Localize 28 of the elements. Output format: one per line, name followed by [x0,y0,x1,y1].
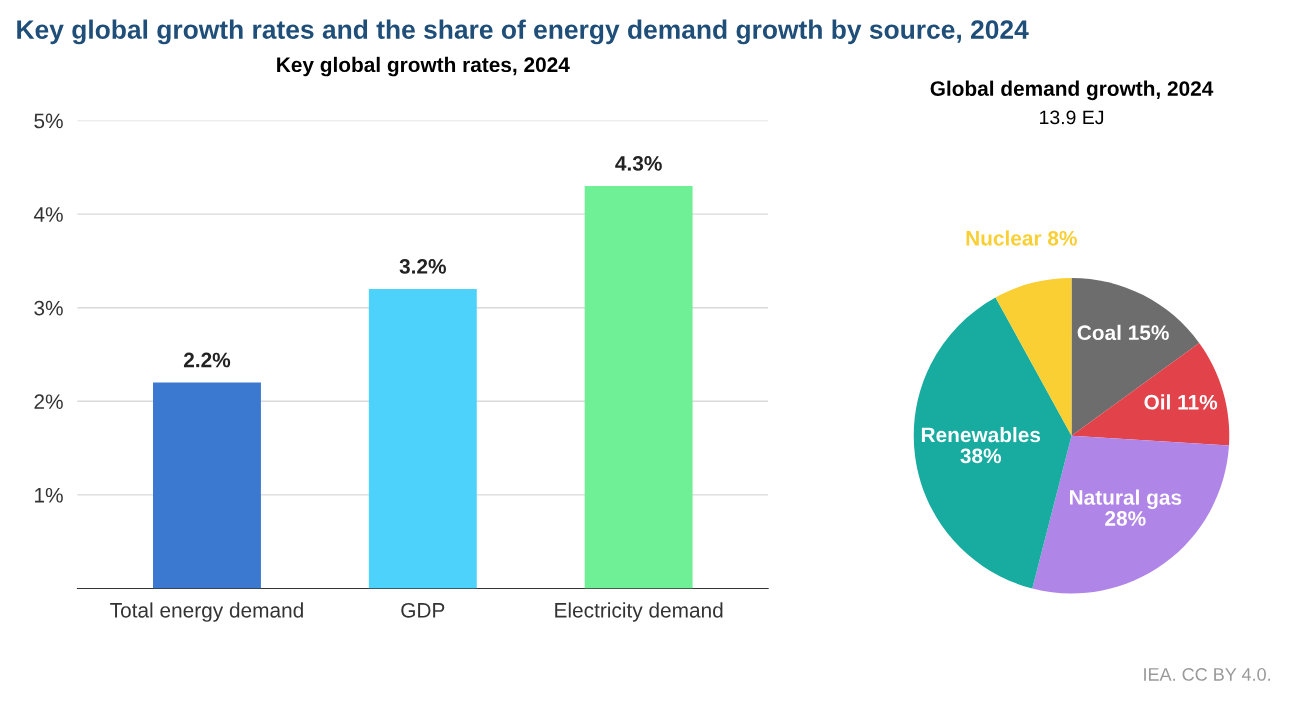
data-label: 2.2% [183,352,231,368]
y-tick-label: 1% [35,487,63,503]
data-label: 28% [1105,511,1146,526]
chart-title: Key global growth rates and the share of energy demand growth by source, 2024 [17,19,1029,45]
pie-slice [913,297,1072,589]
x-tick-label: Total energy demand [110,602,303,622]
slice-label: Natural gas [1069,489,1182,510]
y-tick-label: 4% [33,207,63,222]
slice-label: Renewables [921,426,1041,443]
y-tick-label: 5% [34,113,63,129]
text: IEA. CC BY 4.0. [1144,668,1270,681]
slice-label: Nuclear 8% [966,230,1077,246]
bar [584,186,693,589]
x-tick-label: Electricity demand [555,602,723,622]
x-tick-label: GDP [401,602,445,618]
data-label: 4.3% [615,156,662,171]
data-label: 38% [960,448,1002,464]
chart-title: Global demand growth, 2024 [930,80,1214,101]
pie-slice [1071,342,1230,446]
slice-label: Coal 15% [1077,324,1169,341]
bar [153,382,261,589]
chart-subtitle: 13.9 EJ [1040,110,1104,125]
data-label: 3.2% [399,259,446,274]
chart-subtitle: Key global growth rates, 2024 [277,56,570,77]
y-tick-label: 2% [34,394,63,409]
slice-label: Oil 11% [1144,394,1218,410]
y-tick-label: 3% [34,300,63,316]
bar [368,288,477,589]
